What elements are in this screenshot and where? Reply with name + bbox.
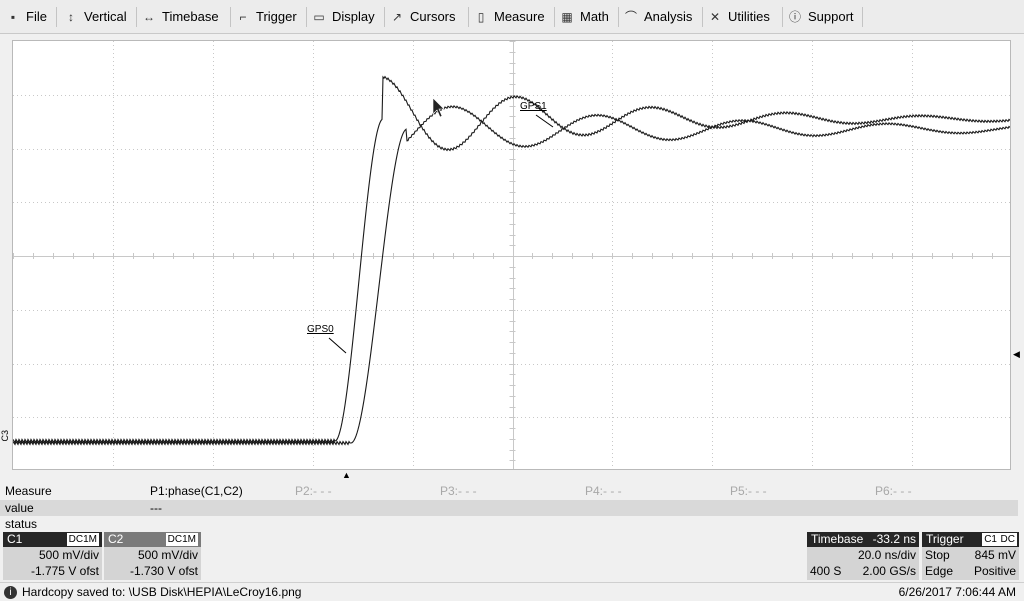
trace-gps0-label: GPS0 [307,324,334,335]
mouse-pointer-icon [432,97,445,118]
measure-value-row: value --- [0,500,1018,516]
menu-separator [554,7,555,27]
param-p3[interactable]: P3:- - - [440,484,477,498]
status-message: Hardcopy saved to: \USB Disk\HEPIA\LeCro… [22,585,302,599]
channel-c1-offset: -1.775 V ofst [30,564,99,578]
param-p5[interactable]: P5:- - - [730,484,767,498]
value-label: value [5,501,34,515]
timebase-tdiv: 20.0 ns/div [857,548,916,562]
vertical-arrows-icon: ↕ [68,10,74,24]
channel-c1-name: C1 [7,532,23,546]
menu-vertical[interactable]: ↕ Vertical [64,0,127,34]
channel-c1-box[interactable]: C1 DC1M 500 mV/div -1.775 V ofst [3,532,102,580]
channel-offset-marker: C3 [0,430,10,442]
channel-c2-name: C2 [108,532,124,546]
analysis-icon: ⌒ [624,10,637,24]
horizontal-arrows-icon: ↔ [143,10,155,24]
menu-utilities[interactable]: ✕ Utilities [708,0,770,34]
trigger-type: Edge [925,564,954,578]
param-p1-value: --- [150,501,162,515]
menu-math[interactable]: ▦ Math [560,0,609,34]
cursor-icon: ↗ [391,10,403,24]
param-p4[interactable]: P4:- - - [585,484,622,498]
measure-label: Measure [5,484,52,498]
timebase-rate: 2.00 GS/s [862,564,916,578]
menu-separator [306,7,307,27]
channel-c1-coupling: DC1M [66,533,99,546]
param-p6[interactable]: P6:- - - [875,484,912,498]
info-icon: ⓘ [788,10,801,24]
channel-c2-offset: -1.730 V ofst [129,564,198,578]
timebase-box[interactable]: Timebase -33.2 ns 20.0 ns/div 400 S 2.00 … [807,532,919,580]
menu-file[interactable]: ▪ File [6,0,47,34]
trace-gps0 [13,75,1010,444]
menu-separator [468,7,469,27]
menu-timebase[interactable]: ↔ Timebase [142,0,219,34]
menu-bar: ▪ File ↕ Vertical ↔ Timebase ⌐ Trigger ▭ Disp… [0,0,1024,34]
channel-c2-box[interactable]: C2 DC1M 500 mV/div -1.730 V ofst [104,532,201,580]
utilities-icon: ✕ [709,10,721,24]
measure-params-row: Measure P1:phase(C1,C2) P2:- - - P3:- - … [0,483,1018,499]
info-icon: i [4,586,17,600]
menu-separator [384,7,385,27]
measure-icon: ▯ [477,10,485,24]
menu-separator [782,7,783,27]
status-datetime: 6/26/2017 7:06:44 AM [898,585,1016,599]
waveform-svg [13,41,1010,469]
trigger-label: Trigger [926,532,964,546]
menu-display[interactable]: ▭ Display [312,0,374,34]
timebase-samples: 400 S [810,564,842,578]
menu-separator [56,7,57,27]
menu-separator [618,7,619,27]
trigger-source: C1 [982,533,999,546]
menu-measure[interactable]: ▯ Measure [474,0,545,34]
trigger-level: 845 mV [974,548,1016,562]
menu-separator [230,7,231,27]
channel-c2-vdiv: 500 mV/div [137,548,198,562]
status-label: status [5,517,38,531]
timebase-delay: -33.2 ns [872,532,916,546]
timebase-label: Timebase [811,532,864,546]
trigger-mode: Stop [925,548,950,562]
calculator-icon: ▦ [561,10,573,24]
trigger-slope: Positive [973,564,1016,578]
file-icon: ▪ [10,10,16,24]
measure-status-row: status [0,516,1018,532]
trace-gps0-leader [328,337,347,354]
menu-separator [862,7,863,27]
trace-gps1 [13,105,1010,446]
menu-trigger[interactable]: ⌐ Trigger [236,0,296,34]
channel-c1-vdiv: 500 mV/div [38,548,99,562]
display-icon: ▭ [313,10,325,24]
channel-c2-coupling: DC1M [165,533,198,546]
menu-separator [136,7,137,27]
menu-cursors[interactable]: ↗ Cursors [390,0,456,34]
menu-separator [702,7,703,27]
trace-gps1-leader [535,114,554,128]
trigger-box[interactable]: Trigger C1 DC Stop 845 mV Edge Positive [922,532,1019,580]
waveform-display[interactable]: GPS0 GPS1 [12,40,1011,470]
param-p1[interactable]: P1:phase(C1,C2) [150,484,243,498]
menu-analysis[interactable]: ⌒ Analysis [624,0,692,34]
trigger-level-marker[interactable]: ◀ [1013,349,1020,359]
trigger-coupling: DC [998,533,1017,546]
trigger-icon: ⌐ [239,10,247,24]
status-bar: i Hardcopy saved to: \USB Disk\HEPIA\LeCr… [0,582,1024,600]
grid [13,41,1010,469]
trace-gps1-label: GPS1 [520,101,547,112]
param-p2[interactable]: P2:- - - [295,484,332,498]
menu-support[interactable]: ⓘ Support [788,0,854,34]
trigger-position-marker[interactable]: ▲ [342,470,351,480]
